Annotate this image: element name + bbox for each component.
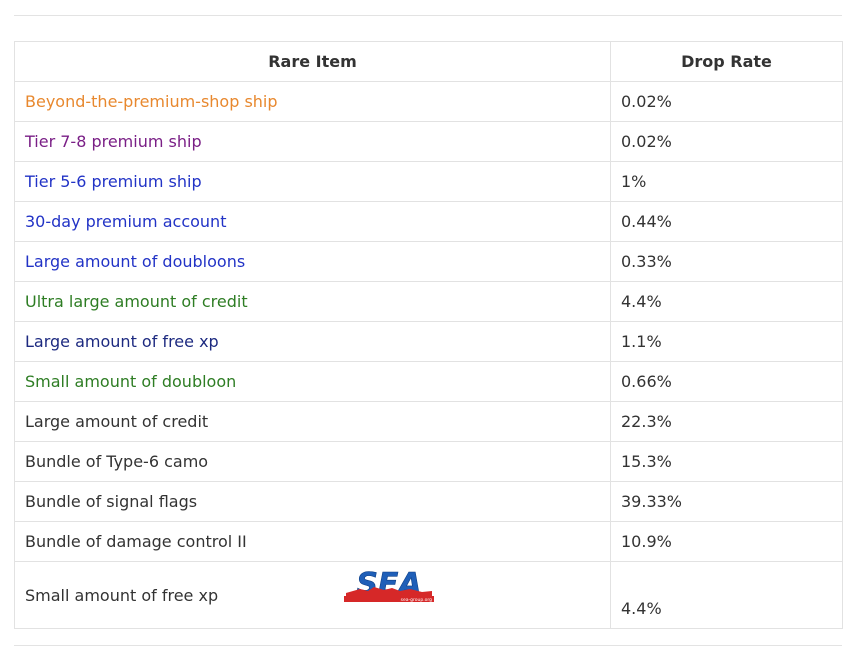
drop-rate: 1.1% (610, 321, 843, 362)
item-name: Tier 7-8 premium ship (14, 121, 611, 162)
drop-rate: 39.33% (610, 481, 843, 522)
table-row: Bundle of Type-6 camo 15.3% (14, 441, 843, 482)
drop-rate-table: Rare Item Drop Rate Beyond-the-premium-s… (14, 41, 843, 629)
item-cell: Small amount of free xp SEA sea-group.or… (14, 561, 611, 629)
drop-rate: 1% (610, 161, 843, 202)
table-row: Tier 5-6 premium ship 1% (14, 161, 843, 202)
item-name: Bundle of damage control II (14, 521, 611, 562)
drop-rate: 4.4% (610, 561, 843, 629)
logo-subtext: sea-group.org (401, 597, 433, 603)
top-divider (14, 15, 842, 16)
drop-rate: 0.33% (610, 241, 843, 282)
item-name: Large amount of credit (14, 401, 611, 442)
header-drop-rate: Drop Rate (610, 41, 843, 82)
drop-rate: 15.3% (610, 441, 843, 482)
item-name: Large amount of free xp (14, 321, 611, 362)
item-name: Ultra large amount of credit (14, 281, 611, 322)
drop-rate: 0.02% (610, 81, 843, 122)
table-row: Ultra large amount of credit 4.4% (14, 281, 843, 322)
drop-rate: 10.9% (610, 521, 843, 562)
table-row: Large amount of doubloons 0.33% (14, 241, 843, 282)
item-name: Small amount of doubloon (14, 361, 611, 402)
table-row: Beyond-the-premium-shop ship 0.02% (14, 81, 843, 122)
drop-rate: 0.66% (610, 361, 843, 402)
item-name: Beyond-the-premium-shop ship (14, 81, 611, 122)
drop-rate: 4.4% (610, 281, 843, 322)
table-row: Large amount of free xp 1.1% (14, 321, 843, 362)
table-row: 30-day premium account 0.44% (14, 201, 843, 242)
table-row: Small amount of free xp SEA sea-group.or… (14, 561, 843, 629)
drop-rate: 22.3% (610, 401, 843, 442)
table-row: Bundle of signal flags 39.33% (14, 481, 843, 522)
item-name: Tier 5-6 premium ship (14, 161, 611, 202)
drop-rate: 0.02% (610, 121, 843, 162)
table-row: Small amount of doubloon 0.66% (14, 361, 843, 402)
sea-group-watermark-logo: SEA sea-group.org (344, 569, 434, 603)
table-row: Tier 7-8 premium ship 0.02% (14, 121, 843, 162)
drop-rate: 0.44% (610, 201, 843, 242)
item-name: 30-day premium account (14, 201, 611, 242)
item-name: Bundle of Type-6 camo (14, 441, 611, 482)
header-rare-item: Rare Item (14, 41, 611, 82)
item-name: Bundle of signal flags (14, 481, 611, 522)
item-name: Large amount of doubloons (14, 241, 611, 282)
bottom-divider (14, 645, 842, 646)
item-name: Small amount of free xp (25, 585, 219, 605)
logo-red-band (344, 596, 434, 602)
ship-silhouette-icon (346, 587, 432, 596)
table-row: Large amount of credit 22.3% (14, 401, 843, 442)
table-header-row: Rare Item Drop Rate (14, 41, 843, 82)
table-row: Bundle of damage control II 10.9% (14, 521, 843, 562)
